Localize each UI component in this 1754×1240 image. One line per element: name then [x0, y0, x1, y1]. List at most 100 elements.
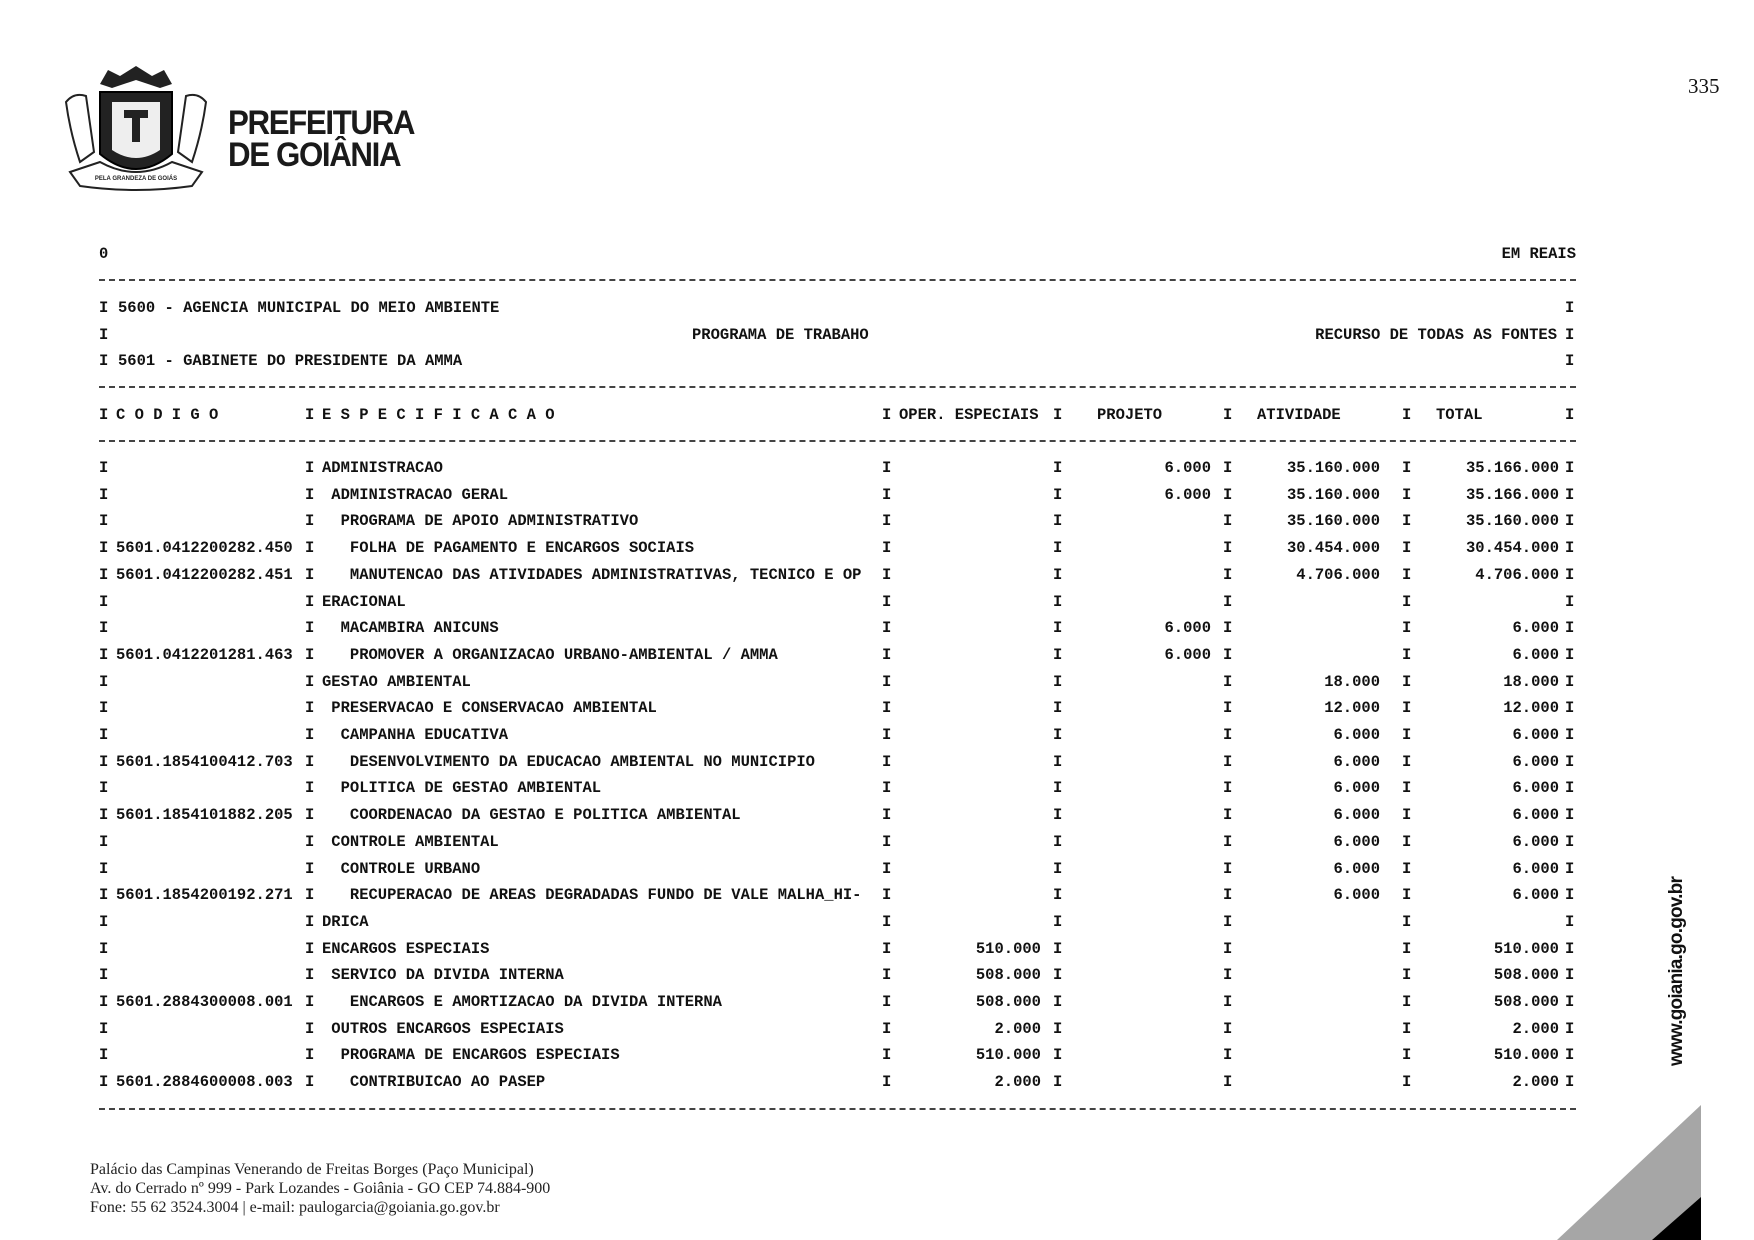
- bar: I: [305, 672, 315, 691]
- bar: I: [99, 1046, 109, 1065]
- bar: I: [1565, 406, 1575, 424]
- cell-code: 5601.1854100412.703: [116, 752, 293, 771]
- bar: I: [1053, 966, 1063, 985]
- bar: I: [305, 699, 315, 718]
- table-row: I I MACAMBIRA ANICUNS I I 6.000 I I 6.000 I: [0, 618, 1754, 638]
- column-header-atividade: ATIVIDADE: [1257, 406, 1341, 424]
- cell-spec: OUTROS ENCARGOS ESPECIAIS: [322, 1019, 564, 1038]
- bar: I: [99, 886, 109, 905]
- bar: I: [305, 993, 315, 1011]
- cell-atividade: 6.000: [1333, 806, 1380, 825]
- bar: I: [99, 859, 109, 878]
- cell-total: 6.000: [1512, 886, 1559, 905]
- bar: I: [1565, 485, 1575, 504]
- table-row: I I PRESERVACAO E CONSERVACAO AMBIENTAL I I…: [0, 698, 1754, 718]
- bar: I: [1223, 832, 1233, 851]
- bar: I: [1223, 993, 1233, 1011]
- cell-spec: CONTRIBUICAO AO PASEP: [322, 1073, 546, 1092]
- bar: I: [1402, 485, 1412, 504]
- bar: I: [1223, 485, 1233, 504]
- footer-contact-line: Fone: 55 62 3524.3004 | e-mail: paulogar…: [90, 1199, 500, 1216]
- table-row: I I POLITICA DE GESTAO AMBIENTAL I I I 6.000 I…: [0, 778, 1754, 798]
- bar: I: [99, 619, 109, 638]
- bar: I: [882, 939, 892, 958]
- bar: I: [882, 539, 892, 558]
- cell-spec: COORDENACAO DA GESTAO E POLITICA AMBIENT…: [322, 806, 741, 825]
- bar: I: [305, 1019, 315, 1038]
- cell-total: 18.000: [1503, 672, 1559, 691]
- bar: I: [305, 565, 315, 584]
- bar: I: [882, 806, 892, 825]
- cell-spec: ENCARGOS ESPECIAIS: [322, 939, 490, 958]
- cell-atividade: 6.000: [1333, 726, 1380, 744]
- table-row: I I ENCARGOS ESPECIAIS I 510.000 I I I 510.000 I: [0, 939, 1754, 959]
- column-header-codigo: C O D I G O: [116, 406, 219, 424]
- bar: I: [1565, 966, 1575, 985]
- bar: I: [1053, 512, 1063, 531]
- bar: I: [1053, 1073, 1063, 1092]
- cell-total: 508.000: [1493, 966, 1559, 985]
- bar: I: [1565, 459, 1575, 477]
- table-row: I I CAMPANHA EDUCATIVA I I I 6.000 I 6.000 I: [0, 725, 1754, 745]
- bar: I: [1565, 779, 1575, 798]
- cell-code: 5601.1854101882.205: [116, 806, 293, 825]
- cell-code: 5601.1854200192.271: [116, 886, 293, 905]
- brand-line-1: PREFEITURA: [228, 104, 415, 142]
- cell-spec: PRESERVACAO E CONSERVACAO AMBIENTAL: [322, 699, 657, 718]
- cell-spec: FOLHA DE PAGAMENTO E ENCARGOS SOCIAIS: [322, 539, 695, 558]
- bar: I: [1053, 726, 1063, 744]
- bar: I: [1565, 299, 1575, 317]
- bar: I: [99, 726, 109, 744]
- bar: I: [1223, 512, 1233, 531]
- bar: I: [1565, 993, 1575, 1011]
- divider: [99, 386, 1576, 388]
- table-row: I I OUTROS ENCARGOS ESPECIAIS I 2.000 I I I 2.0…: [0, 1019, 1754, 1039]
- table-row: I 5601.0412200282.450 I FOLHA DE PAGAMENTO…: [0, 538, 1754, 558]
- bar: I: [1053, 539, 1063, 558]
- footer-address-line-1: Palácio das Campinas Venerando de Freita…: [90, 1161, 534, 1178]
- bar: I: [882, 726, 892, 744]
- cell-oper: 2.000: [994, 1019, 1041, 1038]
- bar: I: [882, 993, 892, 1011]
- bar: I: [882, 512, 892, 531]
- divider: [99, 1108, 1576, 1110]
- bar: I: [882, 966, 892, 985]
- cell-total: 35.166.000: [1465, 485, 1559, 504]
- bar: I: [1223, 752, 1233, 771]
- organization-line: 5600 - AGENCIA MUNICIPAL DO MEIO AMBIENT…: [118, 299, 500, 317]
- bar: I: [1402, 752, 1412, 771]
- bar: I: [305, 1073, 315, 1092]
- cell-oper: 508.000: [975, 993, 1041, 1011]
- bar: I: [99, 699, 109, 718]
- bar: I: [1565, 512, 1575, 531]
- column-header-especificacao: E S P E C I F I C A C A O: [322, 406, 555, 424]
- bar: I: [99, 592, 109, 611]
- bar: I: [1223, 406, 1233, 424]
- bar: I: [99, 326, 109, 344]
- bar: I: [1565, 672, 1575, 691]
- bar: I: [1565, 939, 1575, 958]
- table-row: I 5601.0412201281.463 I PROMOVER A ORGANIZ…: [0, 645, 1754, 665]
- bar: I: [99, 806, 109, 825]
- cell-atividade: 6.000: [1333, 779, 1380, 798]
- bar: I: [1053, 565, 1063, 584]
- cell-projeto: 6.000: [1164, 645, 1211, 664]
- bar: I: [1402, 565, 1412, 584]
- bar: I: [1223, 459, 1233, 477]
- bar: I: [305, 859, 315, 878]
- svg-text:PELA GRANDEZA DE GOIÁS: PELA GRANDEZA DE GOIÁS: [95, 175, 177, 182]
- bar: I: [305, 459, 315, 477]
- cell-total: 35.160.000: [1465, 512, 1559, 531]
- bar: I: [882, 832, 892, 851]
- table-row: I 5601.1854100412.703 I DESENVOLVIMENTO DA…: [0, 752, 1754, 772]
- bar: I: [1402, 966, 1412, 985]
- bar: I: [1402, 406, 1412, 424]
- bar: I: [1223, 886, 1233, 905]
- bar: I: [1402, 699, 1412, 718]
- cell-atividade: 6.000: [1333, 859, 1380, 878]
- cell-spec: MANUTENCAO DAS ATIVIDADES ADMINISTRATIVA…: [322, 565, 862, 584]
- bar: I: [305, 592, 315, 611]
- bar: I: [305, 779, 315, 798]
- cell-oper: 510.000: [975, 1046, 1041, 1065]
- cell-total: 6.000: [1512, 859, 1559, 878]
